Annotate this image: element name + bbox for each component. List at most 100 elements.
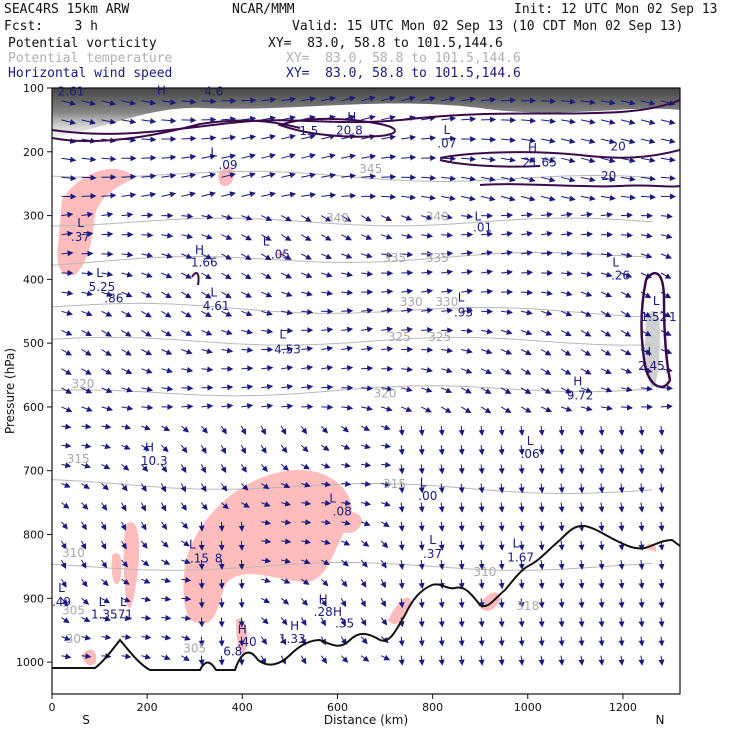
wind-arrow <box>380 215 392 221</box>
wind-arrow <box>521 212 533 218</box>
wind-arrow <box>381 233 393 240</box>
wind-arrow <box>518 521 525 532</box>
wind-arrow <box>421 232 434 239</box>
wind-arrow <box>361 95 376 102</box>
wind-arrow <box>81 462 91 469</box>
theta-contour-line <box>52 251 653 269</box>
wind-vectors <box>60 95 676 666</box>
wind-arrow <box>401 215 413 221</box>
wind-arrow <box>321 364 334 371</box>
wind-arrow <box>81 310 93 317</box>
wind-arrow <box>321 481 332 488</box>
wind-arrow <box>620 157 636 164</box>
wind-arrow <box>618 559 625 570</box>
wind-arrow <box>201 135 217 142</box>
wind-arrow <box>660 366 673 373</box>
wind-arrow <box>241 191 256 198</box>
wind-arrow <box>620 99 636 106</box>
wind-arrow <box>538 483 545 494</box>
wind-arrow <box>301 519 312 526</box>
wind-arrow <box>340 559 349 567</box>
wind-arrow <box>241 403 254 410</box>
wind-arrow <box>221 310 233 317</box>
wind-arrow <box>658 521 665 532</box>
wind-arrow <box>301 272 313 279</box>
wind-arrow <box>241 328 254 335</box>
wind-arrow <box>480 368 493 374</box>
wind-arrow <box>341 462 351 469</box>
wind-arrow <box>580 329 592 337</box>
wind-arrow <box>281 253 292 261</box>
wind-arrow <box>300 655 307 665</box>
wind-arrow <box>540 157 556 164</box>
wind-arrow <box>241 346 254 353</box>
wind-arrow <box>658 483 665 494</box>
wind-arrow <box>300 444 309 453</box>
wind-arrow <box>398 426 405 436</box>
wind-arrow <box>101 502 108 511</box>
wind-arrow <box>578 445 585 456</box>
wind-arrow <box>101 634 112 641</box>
theta-label: 305 <box>183 642 206 656</box>
wind-arrow <box>301 463 310 470</box>
wind-arrow <box>658 617 665 628</box>
wind-arrow <box>221 234 233 240</box>
wind-arrow <box>121 615 132 622</box>
wind-arrow <box>580 99 596 106</box>
wind-arrow <box>441 367 453 374</box>
wind-arrow <box>61 175 77 182</box>
wind-arrow <box>398 521 405 532</box>
wind-arrow <box>300 425 307 435</box>
wind-arrow <box>438 483 445 494</box>
wind-arrow <box>538 426 545 436</box>
wind-arrow <box>220 464 227 474</box>
wind-arrow <box>361 252 373 259</box>
wind-arrow <box>321 172 337 179</box>
wind-arrow <box>340 655 349 663</box>
wind-arrow <box>261 291 273 298</box>
wind-arrow <box>418 502 425 513</box>
wind-arrow <box>418 426 425 436</box>
wind-arrow <box>401 326 414 333</box>
wind-arrow <box>261 577 271 584</box>
extrema-label: H <box>573 374 582 388</box>
wind-arrow <box>61 387 72 394</box>
wind-arrow <box>321 404 334 411</box>
wind-arrow <box>598 636 605 647</box>
wind-arrow <box>140 502 146 512</box>
wind-arrow <box>61 329 73 336</box>
wind-arrow <box>221 153 237 160</box>
wind-arrow <box>121 271 134 278</box>
wind-arrow <box>421 327 434 334</box>
extrema-label: L <box>474 210 481 224</box>
wind-arrow <box>558 655 565 666</box>
wind-arrow <box>600 349 612 356</box>
wind-arrow <box>558 426 565 436</box>
wind-arrow <box>201 98 217 105</box>
wind-arrow <box>481 250 493 256</box>
extrema-label: 8 <box>215 552 223 566</box>
wind-arrow <box>638 617 645 628</box>
wind-arrow <box>121 291 133 298</box>
terrain-outline <box>52 524 681 671</box>
wind-arrow <box>620 138 636 145</box>
pv-shading <box>57 166 657 666</box>
wind-arrow <box>518 426 525 436</box>
wind-arrow <box>438 426 445 436</box>
wind-arrow <box>360 655 370 662</box>
wind-arrow <box>140 483 147 493</box>
wind-arrow <box>598 521 605 532</box>
wind-arrow <box>478 502 485 513</box>
wind-arrow <box>161 654 171 661</box>
wind-arrow <box>280 444 288 454</box>
wind-arrow <box>398 502 405 513</box>
wind-arrow <box>578 540 585 551</box>
extrema-label: 4.6 <box>204 85 223 99</box>
wind-arrow <box>660 137 676 144</box>
wind-arrow <box>221 347 234 354</box>
wind-arrow <box>598 617 605 628</box>
wind-arrow <box>141 349 153 356</box>
wind-arrow <box>161 425 171 432</box>
wind-arrow <box>361 385 374 392</box>
wind-arrow <box>540 329 553 336</box>
